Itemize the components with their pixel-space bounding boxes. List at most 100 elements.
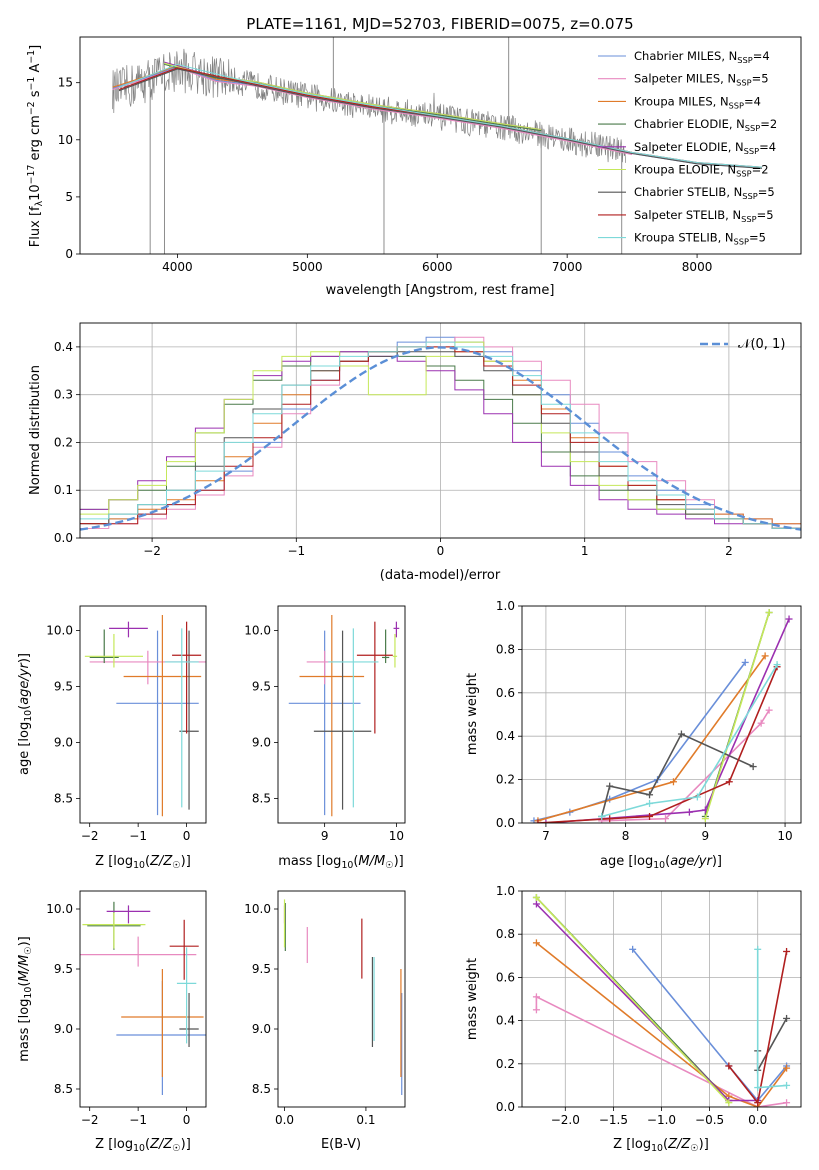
x-tick-label: −1 <box>129 829 147 843</box>
errorbar-salpeter-stelib <box>169 919 199 980</box>
y-tick-label: 10.0 <box>244 902 271 916</box>
x-axis-label: Z [log10(Z/Z☉)] <box>95 854 191 871</box>
mass-vs-metallicity-panel: −2 −1 0 8.5 9.0 9.5 10.0 Z [log10(Z/Z☉)] mass [l… <box>17 890 207 1154</box>
errorbar-chabrier-stelib <box>313 630 372 810</box>
y-tick-label: 0.3 <box>54 388 73 402</box>
axes: −2 −1 0 8.5 9.0 9.5 10.0 <box>46 902 190 1127</box>
axes: −2 −1 0 8.5 9.0 9.5 10.0 <box>46 624 190 843</box>
x-axis-label: E(B-V) <box>321 1137 361 1152</box>
y-tick-label: 0.8 <box>496 642 515 656</box>
plot-area <box>278 891 405 1107</box>
plot-content <box>80 323 801 538</box>
y-tick-label: 9.0 <box>54 735 73 749</box>
plot-content <box>288 614 400 817</box>
y-tick-label: 10.0 <box>46 902 73 916</box>
y-tick-label: 9.0 <box>252 1022 271 1036</box>
x-tick-label: 0 <box>437 544 445 558</box>
x-tick-label: 9 <box>702 829 710 843</box>
y-tick-label: 0.0 <box>54 531 73 545</box>
axes: −2.0 −1.5 −1.0 −0.5 0.0 0.0 0.2 0.4 0.6 0.8 1.0 <box>496 884 767 1127</box>
y-tick-label: 8.5 <box>54 1082 73 1096</box>
x-tick-label: 8000 <box>682 260 713 274</box>
weight-series-kroupa-stelib <box>598 661 781 820</box>
y-tick-label: 8.5 <box>54 791 73 805</box>
plot-frame <box>521 605 802 824</box>
normal-curve-line <box>80 346 801 531</box>
y-axis-label: mass weight <box>465 673 480 755</box>
errorbar-kroupa-stelib <box>328 628 379 808</box>
mass-weight-vs-age-panel: 7 8 9 10 0.0 0.2 0.4 0.6 0.8 1.0 age [log10(age/yr… <box>465 599 802 871</box>
errorbar-salpeter-elodie <box>393 621 400 638</box>
y-axis-label: age [log10(age/yr)] <box>17 653 34 775</box>
plot-frame <box>79 36 802 255</box>
x-tick-label: 0.0 <box>748 1113 767 1127</box>
plot-frame <box>79 890 207 1108</box>
weight-line <box>535 995 787 1107</box>
y-tick-label: 0.4 <box>54 340 73 354</box>
x-tick-label: −2 <box>143 544 161 558</box>
errorbar-chabrier-stelib <box>179 993 199 1047</box>
errorbar-kroupa-elodie <box>82 912 146 949</box>
x-tick-label: 0 <box>183 1113 191 1127</box>
model-line-chabrier-stelib <box>118 68 763 169</box>
y-tick-label: 9.5 <box>54 962 73 976</box>
weight-line <box>601 664 778 818</box>
weight-series-kroupa-elodie <box>532 893 733 1107</box>
x-tick-label: −1 <box>129 1113 147 1127</box>
y-axis-label: Flux [fλ10−17 erg cm−2 s−1 A−1] <box>26 45 45 247</box>
axes: 4000 5000 6000 7000 8000 0 5 10 15 <box>58 76 713 274</box>
legend-label: Salpeter STELIB, NSSP=5 <box>634 208 774 224</box>
errorbar-chabrier-elodie <box>382 629 390 664</box>
errorbar-salpeter-miles <box>80 936 197 967</box>
y-axis-label: mass weight <box>465 958 480 1040</box>
y-tick-label: 9.0 <box>252 735 271 749</box>
observed-spectrum-line <box>112 48 626 163</box>
y-tick-label: 0.0 <box>496 816 515 830</box>
legend-label: Salpeter ELODIE, NSSP=4 <box>634 140 776 156</box>
plot-frame <box>277 605 406 824</box>
y-tick-label: 9.5 <box>252 680 271 694</box>
x-tick-label: −2.0 <box>551 1113 580 1127</box>
axes: 7 8 9 10 0.0 0.2 0.4 0.6 0.8 1.0 <box>496 599 793 843</box>
errorbar-salpeter-elodie <box>106 905 151 924</box>
y-tick-label: 9.5 <box>252 962 271 976</box>
errorbar-kroupa-stelib <box>176 947 197 1044</box>
x-tick-label: −1.0 <box>647 1113 676 1127</box>
y-tick-label: 0.6 <box>496 970 515 984</box>
y-tick-label: 0.6 <box>496 686 515 700</box>
weight-series-kroupa-stelib <box>754 945 791 1092</box>
plot-content <box>522 891 801 1107</box>
spectrum-title: PLATE=1161, MJD=52703, FIBERID=0075, z=0… <box>246 15 633 33</box>
weight-series-chabrier-stelib <box>598 730 757 820</box>
x-tick-label: 10 <box>777 829 792 843</box>
residual-histogram-kroupa-stelib <box>80 341 801 529</box>
y-tick-label: 0.2 <box>496 1057 515 1071</box>
y-tick-label: 0.4 <box>496 729 515 743</box>
y-tick-label: 0 <box>65 247 73 261</box>
x-tick-label: −1 <box>287 544 305 558</box>
y-tick-label: 10 <box>58 133 73 147</box>
y-tick-label: 8.5 <box>252 791 271 805</box>
y-axis-label: Normed distribution <box>28 365 43 495</box>
x-tick-label: −1.5 <box>599 1113 628 1127</box>
y-axis-label: mass [log10(M/M☉)] <box>17 936 34 1062</box>
y-tick-label: 9.0 <box>54 1022 73 1036</box>
axes: 9 10 8.5 9.0 9.5 10.0 <box>244 624 404 843</box>
x-tick-label: 10 <box>389 829 404 843</box>
y-tick-label: 1.0 <box>496 599 515 613</box>
errorbar-kroupa-miles <box>123 614 202 817</box>
plot-area <box>80 606 206 823</box>
plot-frame <box>79 605 207 824</box>
x-tick-label: 1 <box>581 544 589 558</box>
x-tick-label: −2 <box>81 829 99 843</box>
legend: 𝒩(0, 1) <box>700 337 785 352</box>
plot-content <box>522 606 801 823</box>
x-axis-label: (data-model)/error <box>380 568 501 583</box>
plot-content <box>84 614 206 817</box>
y-tick-label: 8.5 <box>252 1082 271 1096</box>
x-axis-label: Z [log10(Z/Z☉)] <box>95 1137 191 1154</box>
plot-frame <box>79 322 802 539</box>
errorbar-chabrier-stelib <box>179 630 199 810</box>
weight-line <box>535 942 788 1107</box>
